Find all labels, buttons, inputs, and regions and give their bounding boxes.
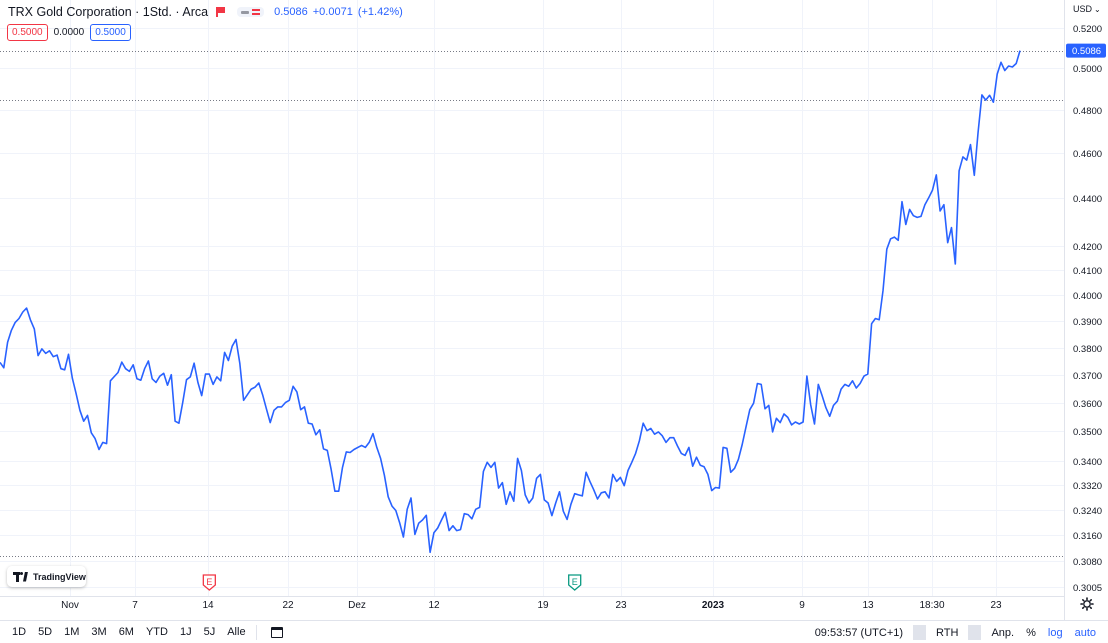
- price-tick-label: 0.4800: [1073, 106, 1102, 117]
- time-tick-label: 23: [615, 600, 627, 611]
- price-tick-label: 0.5000: [1073, 64, 1102, 75]
- time-tick-label: 7: [132, 600, 138, 611]
- time-tick-label: Dez: [348, 600, 366, 611]
- hide-icon: [241, 10, 250, 14]
- clock-time[interactable]: 09:53:57 (UTC+1): [814, 626, 904, 639]
- tradingview-icon: [13, 571, 29, 582]
- time-tick-label: Nov: [61, 600, 79, 611]
- range-button-1j[interactable]: 1J: [179, 626, 192, 638]
- horizontal-lines: [0, 51, 1064, 557]
- price-tick-label: 0.4100: [1073, 266, 1102, 277]
- time-axis[interactable]: Nov 7 14 22 Dez 12 19 23 2023 9 13 18:30 23: [61, 600, 1002, 611]
- time-tick-label: 2023: [702, 600, 725, 611]
- calendar-icon[interactable]: [270, 626, 283, 638]
- price-tick-label: 0.3600: [1073, 399, 1102, 410]
- time-tick-label: 19: [537, 600, 549, 611]
- currency-label: USD: [1073, 4, 1093, 14]
- toolbar-divider: [968, 625, 982, 640]
- price-tick-label: 0.3160: [1073, 531, 1102, 542]
- time-tick-label: 14: [202, 600, 214, 611]
- toolbar-right: 09:53:57 (UTC+1) RTH Anp. % log auto: [809, 625, 1102, 640]
- range-button-1m[interactable]: 1M: [64, 626, 80, 638]
- toolbar-divider: [255, 624, 257, 640]
- chart-header: TRX Gold Corporation · 1Std. · Arca 0.50…: [8, 4, 403, 20]
- percent-scale-button[interactable]: %: [1026, 626, 1036, 639]
- range-button-5d[interactable]: 5D: [38, 626, 53, 638]
- price-tick-label: 0.4000: [1073, 291, 1102, 302]
- adjust-button[interactable]: Anp.: [991, 626, 1015, 639]
- price-tick-label: 0.3500: [1073, 427, 1102, 438]
- time-tick-label: 12: [428, 600, 440, 611]
- price-axis[interactable]: 0.5200 0.5000 0.4800 0.4600 0.4400 0.4200 0.41…: [1073, 24, 1102, 594]
- equal-icon: [252, 9, 261, 15]
- time-tick-label: 13: [862, 600, 874, 611]
- currency-selector[interactable]: USD ⌄: [1073, 4, 1101, 14]
- price-tick-label: 0.4200: [1073, 242, 1102, 253]
- legend-toggle-button[interactable]: [237, 7, 265, 17]
- time-tick-label: 23: [990, 600, 1002, 611]
- chevron-down-icon: ⌄: [1094, 4, 1101, 14]
- price-tick-label: 0.4400: [1073, 194, 1102, 205]
- svg-text:E: E: [206, 577, 212, 587]
- time-tick-label: 9: [799, 600, 805, 611]
- sell-price-box[interactable]: 0.5000: [7, 24, 48, 41]
- earnings-marker-green[interactable]: E: [568, 574, 582, 591]
- price-line: [0, 50, 1021, 554]
- last-price-tag: [1066, 43, 1106, 58]
- time-tick-label: 22: [282, 600, 294, 611]
- settings-gear-icon[interactable]: [1080, 597, 1094, 611]
- symbol-title[interactable]: TRX Gold Corporation · 1Std. · Arca: [8, 5, 209, 19]
- bid-ask-row: 0.5000 0.0000 0.5000: [7, 24, 131, 41]
- buy-price-box[interactable]: 0.5000: [90, 24, 131, 41]
- price-tick-label: 0.3400: [1073, 457, 1102, 468]
- auto-scale-button[interactable]: auto: [1074, 626, 1096, 639]
- range-button-alle[interactable]: Alle: [227, 626, 246, 638]
- earnings-marker-red[interactable]: E: [202, 574, 216, 591]
- price-tick-label: 0.3320: [1073, 481, 1102, 492]
- price-change: +0.0071: [312, 6, 353, 18]
- last-price-tag-text: 0.5086: [1072, 46, 1101, 57]
- price-change-percent: (+1.42%): [357, 6, 403, 18]
- session-button[interactable]: RTH: [936, 626, 959, 639]
- quote-values: 0.5086 +0.0071 (+1.42%): [274, 6, 403, 18]
- bottom-toolbar: 1D 5D 1M 3M 6M YTD 1J 5J Alle 09:53:57 (UTC+1) R…: [0, 620, 1108, 643]
- price-tick-label: 0.3005: [1073, 583, 1102, 594]
- spread-value: 0.0000: [53, 27, 85, 38]
- tradingview-wordmark: TradingView: [33, 571, 86, 582]
- svg-text:E: E: [572, 577, 578, 587]
- range-button-6m[interactable]: 6M: [118, 626, 134, 638]
- range-button-5j[interactable]: 5J: [203, 626, 216, 638]
- price-tick-label: 0.3080: [1073, 557, 1102, 568]
- price-tick-label: 0.3240: [1073, 506, 1102, 517]
- price-tick-label: 0.3900: [1073, 317, 1102, 328]
- last-price: 0.5086: [274, 6, 308, 18]
- last-price-label: 0.5086: [1066, 43, 1106, 58]
- time-tick-label: 18:30: [919, 600, 944, 611]
- price-tick-label: 0.3700: [1073, 371, 1102, 382]
- price-tick-label: 0.3800: [1073, 344, 1102, 355]
- range-button-1d[interactable]: 1D: [12, 626, 27, 638]
- toolbar-divider: [913, 625, 927, 640]
- log-scale-button[interactable]: log: [1047, 626, 1063, 639]
- price-tick-label: 0.4600: [1073, 149, 1102, 160]
- range-button-ytd[interactable]: YTD: [145, 626, 168, 638]
- tradingview-logo[interactable]: TradingView: [7, 566, 86, 587]
- range-button-3m[interactable]: 3M: [91, 626, 107, 638]
- flag-icon[interactable]: [216, 7, 226, 17]
- price-tick-label: 0.5200: [1073, 24, 1102, 35]
- chart-grid: [0, 0, 1064, 596]
- date-range-buttons: 1D 5D 1M 3M 6M YTD 1J 5J Alle: [0, 626, 252, 638]
